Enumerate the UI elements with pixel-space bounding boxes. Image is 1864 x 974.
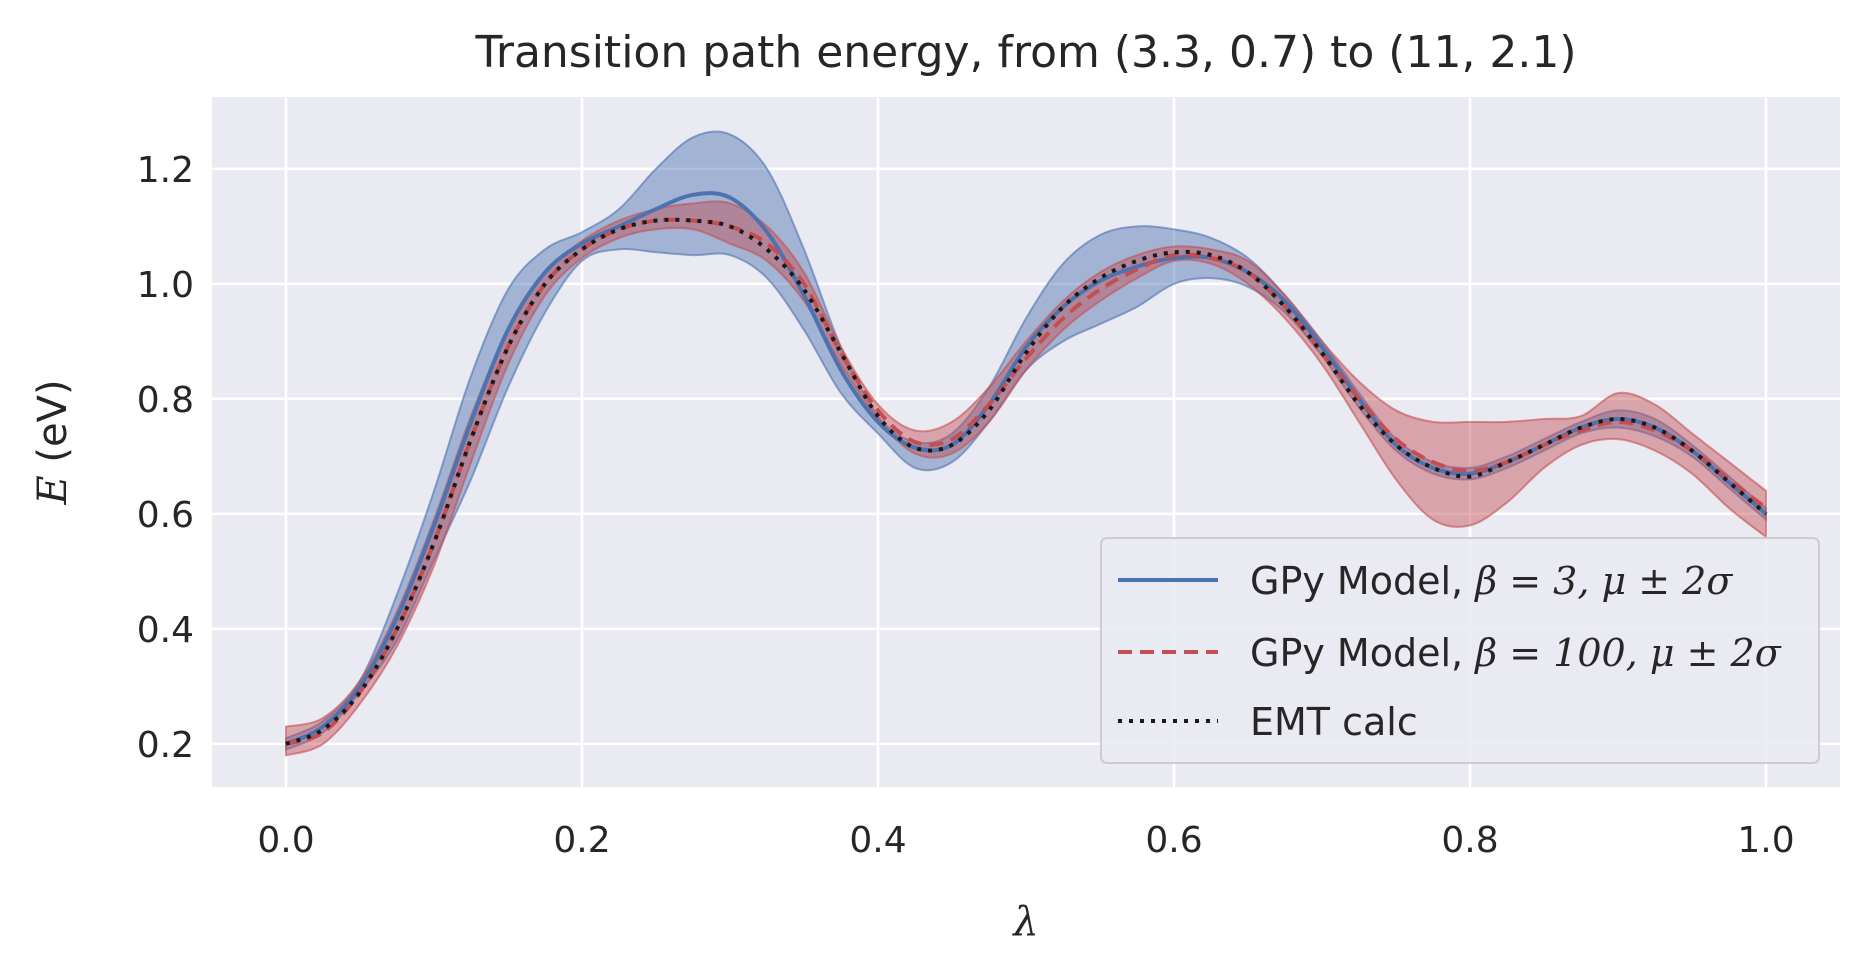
legend: GPy Model, β = 3, μ ± 2σ GPy Model, β = … — [1100, 537, 1820, 764]
y-tick-label: 0.4 — [137, 610, 194, 651]
x-tick-label: 0.2 — [553, 820, 610, 861]
chart-title: Transition path energy, from (3.3, 0.7) … — [474, 27, 1576, 78]
y-tick-label: 1.0 — [137, 265, 194, 306]
x-tick-label: 0.0 — [257, 820, 314, 861]
y-tick-label: 1.2 — [137, 150, 194, 191]
y-tick-label: 0.8 — [137, 380, 194, 421]
legend-label-emt: EMT calc — [1250, 700, 1418, 744]
y-axis-label: E (eV) — [30, 379, 76, 505]
x-tick-label: 0.4 — [849, 820, 906, 861]
x-tick-label: 0.8 — [1441, 820, 1498, 861]
x-tick-label: 1.0 — [1737, 820, 1794, 861]
legend-label-gpy-beta100: GPy Model, β = 100, μ ± 2σ — [1250, 631, 1782, 675]
x-tick-label: 0.6 — [1145, 820, 1202, 861]
y-tick-label: 0.2 — [137, 725, 194, 766]
legend-box — [1100, 537, 1820, 764]
y-tick-labels: 0.2 0.4 0.6 0.8 1.0 1.2 — [137, 150, 194, 766]
x-tick-labels: 0.0 0.2 0.4 0.6 0.8 1.0 — [257, 820, 1794, 861]
line-gpy-beta100 — [285, 217, 1768, 746]
legend-label-gpy-beta3: GPy Model, β = 3, μ ± 2σ — [1250, 559, 1733, 603]
y-tick-label: 0.6 — [137, 495, 194, 536]
y-axis-label-unit: (eV) — [30, 379, 76, 475]
y-axis-label-symbol: E — [30, 475, 76, 505]
x-axis-label: λ — [1011, 899, 1038, 945]
line-emt — [285, 217, 1768, 746]
series-lines — [285, 191, 1768, 746]
